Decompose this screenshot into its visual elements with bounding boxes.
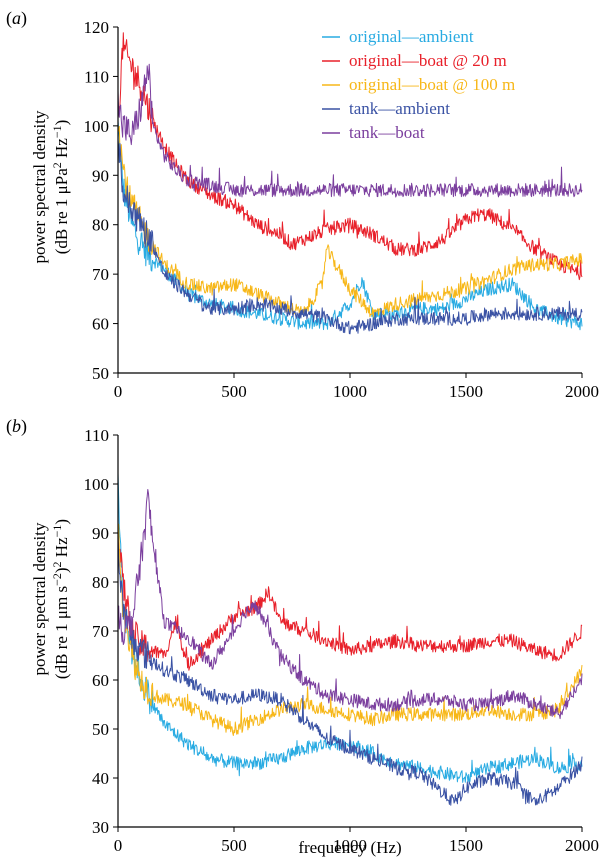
x-tick-label: 0 — [114, 836, 123, 855]
y-tick-label: 100 — [84, 117, 110, 136]
y-tick-label: 80 — [92, 216, 109, 235]
y-tick-label: 80 — [92, 573, 109, 592]
series-line-tank—ambient — [117, 535, 583, 806]
x-tick-label: 1500 — [449, 382, 483, 401]
panel-b-ylabel-sup3: −1 — [50, 525, 64, 538]
y-tick-label: 90 — [92, 524, 109, 543]
series-line-tank—ambient — [117, 139, 583, 335]
panel-b-ylabel-mid: ) — [52, 567, 71, 573]
y-tick-label: 110 — [84, 67, 109, 86]
panel-a-ylabel-pre: (dB re 1 μPa — [52, 168, 71, 255]
legend-label: tank—ambient — [349, 99, 450, 118]
y-tick-label: 50 — [92, 720, 109, 739]
panel-b-ylabel-pre: (dB re 1 μm s — [52, 586, 71, 679]
y-tick-label: 30 — [92, 818, 109, 837]
panel-b-paren-open: ( — [6, 416, 12, 437]
series-line-tank—boat — [117, 489, 583, 720]
y-tick-label: 90 — [92, 166, 109, 185]
panel-a: (a) power spectral density (dB re 1 μPa2… — [6, 8, 599, 401]
panel-a-series — [117, 32, 583, 335]
y-tick-label: 40 — [92, 769, 109, 788]
x-tick-label: 2000 — [565, 836, 599, 855]
y-tick-label: 100 — [84, 475, 110, 494]
panel-a-ylabel-sup2: −1 — [50, 125, 64, 138]
panel-b-series — [117, 473, 583, 806]
panel-a-legend: original—ambient original—boat @ 20 m orig… — [322, 27, 515, 142]
panel-b-ylabel-sup2: 2 — [50, 561, 64, 567]
x-tick-label: 1000 — [333, 836, 367, 855]
panel-b-paren-close: ) — [21, 416, 27, 437]
y-tick-label: 60 — [92, 315, 109, 334]
series-line-original—boat @ 20 m — [117, 531, 583, 671]
x-tick-label: 0 — [114, 382, 123, 401]
series-line-original—boat @ 100 m — [117, 125, 583, 318]
panel-a-letter: a — [12, 8, 21, 28]
panel-b-ylabel-end: ) — [52, 519, 71, 525]
legend-label: original—boat @ 100 m — [349, 75, 515, 94]
x-tick-label: 500 — [221, 382, 247, 401]
panel-a-label: (a) — [6, 8, 27, 29]
panel-b: (b) power spectral density (dB re 1 μm s… — [6, 416, 599, 857]
panel-b-ylabel-sup1: −2 — [50, 573, 64, 586]
legend-label: original—ambient — [349, 27, 474, 46]
panel-b-x-ticks: 0 500 1000 1500 2000 — [114, 827, 599, 855]
panel-b-label: (b) — [6, 416, 27, 437]
panel-a-ylabel-post: ) — [52, 120, 71, 126]
panel-a-paren-open: ( — [6, 8, 12, 29]
series-line-tank—boat — [117, 63, 583, 198]
panel-a-paren-close: ) — [21, 8, 27, 29]
panel-a-ylabel-mid: Hz — [52, 138, 71, 163]
x-tick-label: 2000 — [565, 382, 599, 401]
panel-b-letter: b — [12, 416, 21, 436]
y-tick-label: 70 — [92, 622, 109, 641]
series-line-original—ambient — [117, 120, 583, 331]
legend-label: tank—boat — [349, 123, 425, 142]
panel-b-xlabel: frequency (Hz) — [298, 838, 401, 857]
y-tick-label: 70 — [92, 265, 109, 284]
y-tick-label: 120 — [84, 18, 110, 37]
x-tick-label: 500 — [221, 836, 247, 855]
panel-b-ylabel-post: Hz — [52, 537, 71, 562]
y-tick-label: 60 — [92, 671, 109, 690]
legend-label: original—boat @ 20 m — [349, 51, 507, 70]
panel-b-y-ticks: 30 40 50 60 70 80 90 100 110 — [84, 426, 118, 837]
series-line-original—boat @ 100 m — [117, 523, 583, 736]
x-tick-label: 1500 — [449, 836, 483, 855]
panel-a-y-ticks: 50 60 70 80 90 100 110 120 — [84, 18, 118, 383]
y-tick-label: 110 — [84, 426, 109, 445]
series-line-original—ambient — [117, 473, 583, 783]
panel-a-ylabel-sup1: 2 — [50, 162, 64, 168]
panel-a-ylabel-line1: power spectral density — [30, 110, 49, 263]
y-tick-label: 50 — [92, 364, 109, 383]
series-line-original—boat @ 20 m — [117, 32, 583, 281]
panel-a-x-ticks: 0 500 1000 1500 2000 — [114, 373, 599, 401]
panel-b-ylabel-line2: (dB re 1 μm s−2)2 Hz−1) — [50, 519, 71, 679]
x-tick-label: 1000 — [333, 382, 367, 401]
panel-b-axes — [117, 435, 582, 828]
panel-a-ylabel-line2: (dB re 1 μPa2 Hz−1) — [50, 120, 71, 255]
panel-b-ylabel-line1: power spectral density — [30, 522, 49, 675]
panel-a-axes — [117, 27, 582, 374]
